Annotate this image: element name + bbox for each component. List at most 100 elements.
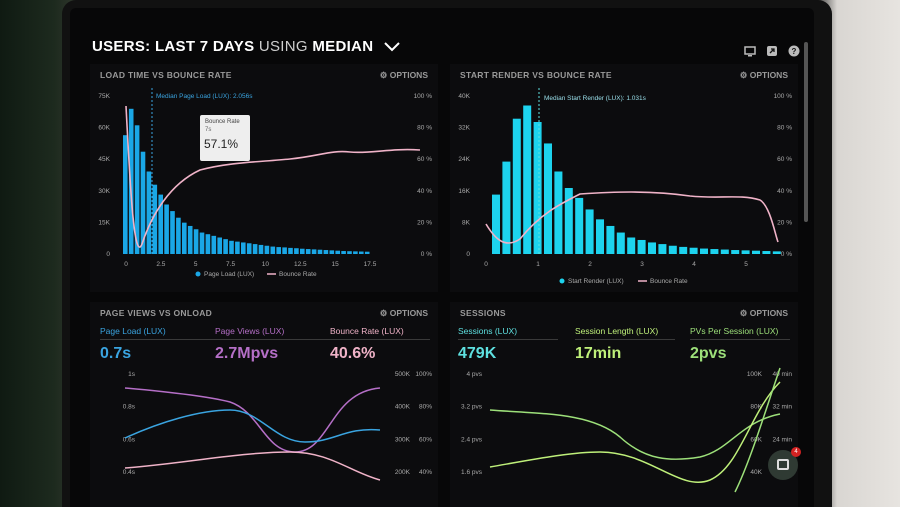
histogram-bar [252, 244, 258, 254]
metric-page-load[interactable]: Page Load (LUX) 0.7s [100, 326, 220, 363]
x-tick-label: 2 [588, 261, 592, 268]
monitor-icon[interactable] [744, 44, 756, 57]
metric-value: 0.7s [100, 345, 132, 362]
metric-label: PVs Per Session (LUX) [690, 326, 790, 340]
histogram-bar [134, 125, 140, 254]
histogram-bar [241, 242, 246, 254]
title-users: USERS: [92, 38, 151, 55]
histogram-bar [264, 245, 270, 254]
help-icon[interactable]: ? [788, 44, 800, 57]
x-tick-label: 2.5 [156, 261, 165, 268]
histogram-bar [217, 237, 222, 254]
views-chart: 1s 0.8s 0.6s 0.4s 500K 400K 300K 200K 100% 80% 60%… [123, 371, 432, 481]
x-tick-label: 17.5 [364, 261, 377, 268]
histogram-bar [182, 222, 187, 254]
y-axis-label-mid: 200K [395, 469, 411, 476]
y-axis-label: 0.8s [123, 404, 136, 411]
y-axis-label-right: 0 % [421, 251, 432, 258]
y-axis-label: 0.4s [123, 469, 136, 476]
metric-session-length[interactable]: Session Length (LUX) 17min [575, 326, 675, 363]
bounce-rate-line [125, 105, 421, 248]
chevron-down-icon[interactable] [384, 42, 400, 52]
panel-title: SESSIONS [460, 308, 506, 318]
metric-sessions[interactable]: Sessions (LUX) 479K [458, 326, 558, 363]
chat-icon [777, 459, 789, 470]
page-title[interactable]: USERS: LAST 7 DAYS USING MEDIAN [92, 38, 400, 55]
tooltip-title: Bounce Rate [205, 119, 240, 125]
options-button[interactable]: OPTIONS [740, 70, 788, 81]
y-axis-label-right: 60 % [777, 156, 792, 163]
x-tick-label: 0 [124, 261, 128, 268]
histogram-bar [323, 250, 329, 254]
histogram-bar [347, 251, 352, 254]
histogram-bar [544, 143, 552, 254]
options-button[interactable]: OPTIONS [380, 308, 428, 319]
options-button[interactable]: OPTIONS [380, 70, 428, 81]
x-tick-label: 0 [484, 261, 488, 268]
panel-title: LOAD TIME VS BOUNCE RATE [100, 70, 232, 80]
panel-start-render: START RENDER VS BOUNCE RATE OPTIONS 40K 3… [450, 64, 798, 292]
session-length-line [489, 381, 781, 483]
histogram-bar [205, 234, 211, 254]
histogram-bar [176, 217, 181, 254]
title-range: LAST 7 DAYS [154, 38, 255, 55]
legend-start-render: Start Render (LUX) [568, 278, 624, 285]
y-axis-label-right: 32 min [772, 404, 792, 411]
y-axis-label-right: 100 % [774, 93, 793, 100]
y-axis-label: 0 [106, 251, 110, 258]
y-axis-label-mid: 400K [395, 404, 411, 411]
histogram-bar [187, 225, 193, 254]
options-button[interactable]: OPTIONS [740, 308, 788, 319]
histogram-bar [512, 118, 521, 254]
metric-page-views[interactable]: Page Views (LUX) 2.7Mpvs [215, 326, 335, 363]
histogram-bar [152, 184, 158, 254]
y-axis-label-mid: 80K [750, 404, 762, 411]
histogram-bar [246, 243, 252, 254]
x-tick-label: 3 [640, 261, 644, 268]
x-tick-label: 7.5 [226, 261, 235, 268]
y-axis-label-right: 100 % [414, 93, 433, 100]
histogram-bar [720, 249, 729, 254]
y-axis-label: 40K [458, 93, 470, 100]
histogram-bar [341, 251, 346, 254]
histogram-bar [258, 244, 264, 254]
histogram-bar [564, 188, 573, 254]
histogram-bar [300, 248, 305, 254]
y-axis-label-mid: 100K [747, 371, 763, 378]
y-axis-label: 30K [98, 188, 110, 195]
y-axis-label: 60K [98, 125, 110, 132]
share-icon[interactable] [766, 44, 778, 56]
histogram-bar [648, 242, 656, 254]
y-axis-label-right: 24 min [772, 436, 792, 443]
y-axis-label: 75K [98, 93, 110, 100]
y-axis-label: 16K [458, 188, 470, 195]
histogram-bar [270, 246, 276, 254]
histogram-bar [554, 171, 563, 254]
tooltip-value: 57.1% [204, 137, 239, 151]
histogram-bar [193, 229, 199, 254]
load-chart: 75K 60K 45K 30K 15K 0 100 % 80 % 60 % 40 % 20 % 0 %… [98, 88, 433, 278]
y-axis-label-mid: 500K [395, 371, 411, 378]
metric-bounce-rate[interactable]: Bounce Rate (LUX) 40.6% [330, 326, 430, 363]
histogram-bar [606, 225, 615, 254]
metric-value: 40.6% [330, 345, 376, 362]
tooltip-sub: 7s [205, 127, 212, 133]
metric-label: Session Length (LUX) [575, 326, 675, 340]
x-tick-label: 5 [744, 261, 748, 268]
histogram-bar [128, 108, 134, 254]
scrollbar[interactable] [804, 42, 808, 222]
histogram-bar [158, 194, 163, 254]
histogram-bar [752, 250, 760, 254]
histogram-bar [710, 249, 719, 254]
render-chart: 40K 32K 24K 16K 8K 0 100 % 80 % 60 % 40 % 20 % 0 % 0… [458, 88, 793, 285]
y-axis-label-right: 40 % [417, 188, 432, 195]
chart-tooltip: Bounce Rate 7s 57.1% [200, 115, 250, 161]
histogram-bar [492, 194, 500, 254]
y-axis-label: 1.6 pvs [461, 469, 483, 476]
metric-pvs-per-session[interactable]: PVs Per Session (LUX) 2pvs [690, 326, 790, 363]
x-tick-label: 15 [332, 261, 340, 268]
histogram-bar [123, 135, 128, 254]
chat-button[interactable]: 4 [768, 447, 801, 480]
x-tick-label: 12.5 [294, 261, 307, 268]
histogram-bar [502, 161, 511, 254]
